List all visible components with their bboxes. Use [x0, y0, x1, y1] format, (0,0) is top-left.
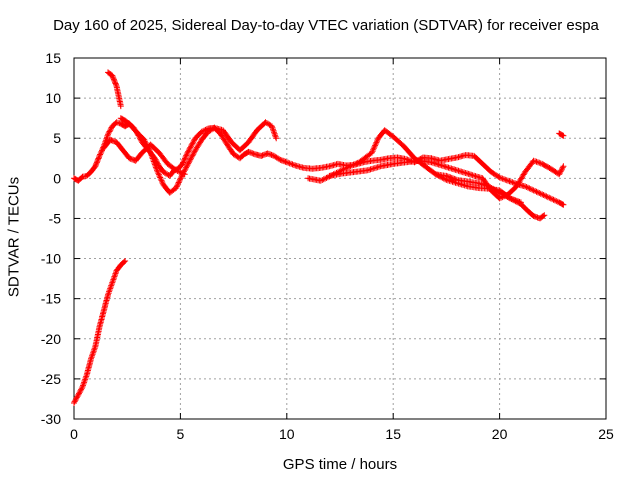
y-tick-label: -10: [41, 251, 61, 267]
data-marks: [71, 119, 567, 208]
x-tick-label: 10: [279, 426, 295, 442]
chart-title: Day 160 of 2025, Sidereal Day-to-day VTE…: [53, 17, 599, 34]
y-tick-label: -30: [41, 411, 61, 427]
series-arc-9: [556, 130, 567, 139]
y-tick-label: 10: [45, 90, 61, 106]
x-tick-label: 20: [492, 426, 508, 442]
y-tick-label: -5: [49, 210, 62, 226]
data-marks: [71, 258, 129, 406]
series-arc-5: [100, 136, 188, 178]
series-arc-8: [432, 171, 548, 222]
data-marks: [326, 157, 567, 202]
y-tick-label: -20: [41, 331, 61, 347]
data-marks: [556, 130, 567, 139]
series-arc-2: [71, 119, 567, 208]
y-tick-label: -15: [41, 291, 61, 307]
series-arc-3: [105, 69, 124, 110]
x-tick-label: 15: [385, 426, 401, 442]
data-marks: [432, 171, 548, 222]
series-arc-7: [326, 157, 567, 202]
y-tick-label: 0: [53, 170, 61, 186]
y-tick-label: -25: [41, 371, 61, 387]
series-arc-1: [71, 258, 129, 406]
x-tick-label: 5: [177, 426, 185, 442]
data-marks: [117, 115, 280, 196]
y-tick-label: 15: [45, 50, 61, 66]
y-tick-label: 5: [53, 130, 61, 146]
x-axis-label: GPS time / hours: [282, 456, 398, 473]
plot-frame: [73, 57, 607, 420]
x-tick-label: 0: [70, 426, 78, 442]
data-marks: [100, 136, 188, 178]
data-marks: [105, 69, 124, 110]
x-tick-label: 25: [598, 426, 614, 442]
series-arc-4: [117, 115, 280, 196]
